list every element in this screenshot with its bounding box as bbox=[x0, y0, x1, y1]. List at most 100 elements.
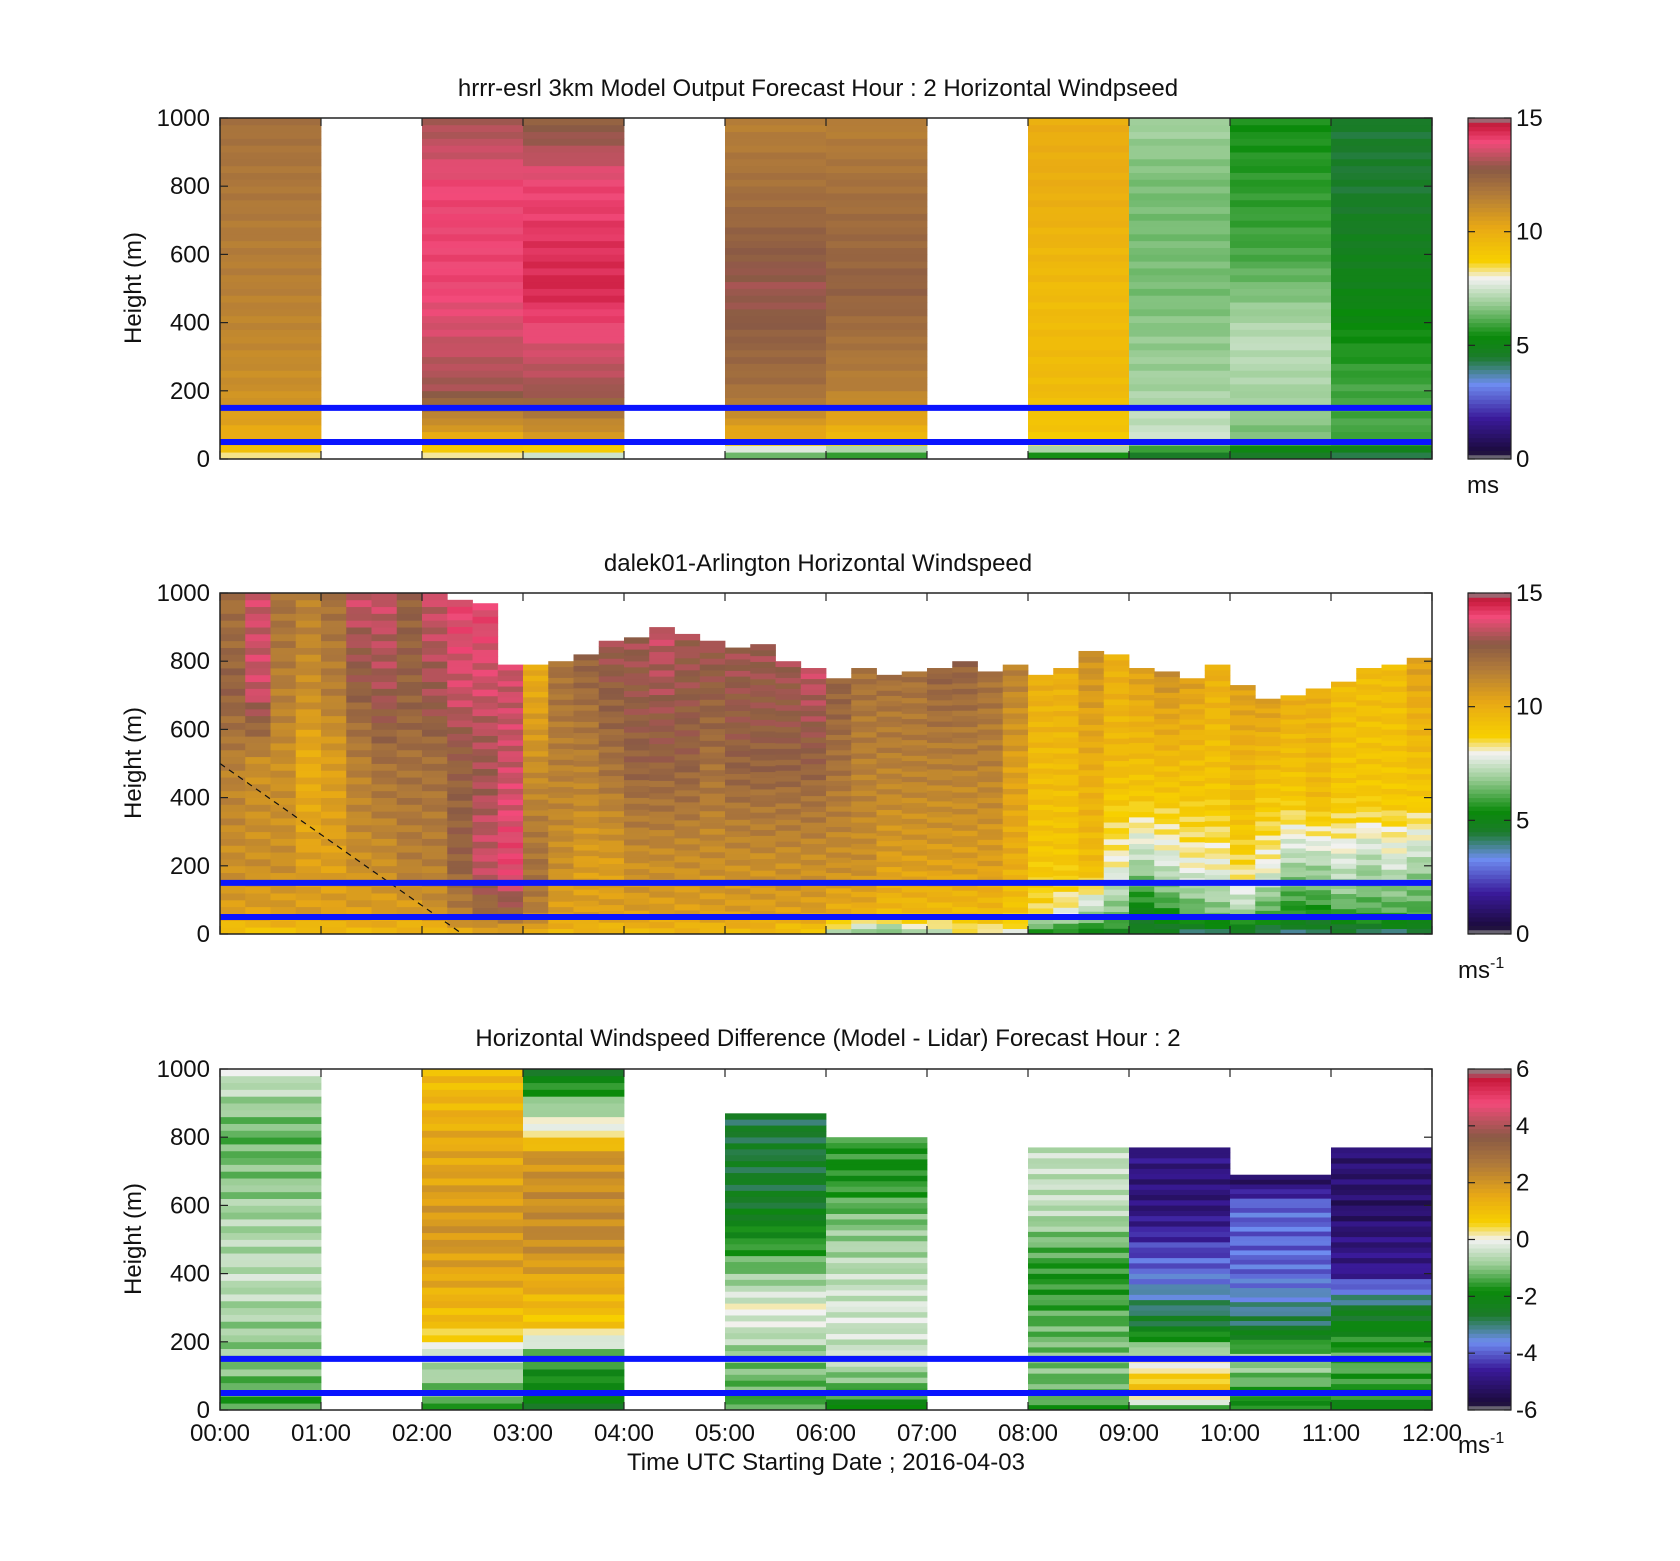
heatmap-cell bbox=[1204, 815, 1231, 822]
heatmap-cell bbox=[523, 734, 549, 741]
heatmap-cell bbox=[321, 804, 347, 812]
heatmap-cell bbox=[422, 627, 448, 635]
heatmap-cell bbox=[977, 729, 1004, 735]
colorbar-segment bbox=[1468, 627, 1511, 632]
heatmap-cell bbox=[573, 710, 600, 717]
colorbar-segment bbox=[1468, 1226, 1511, 1232]
heatmap-cell bbox=[321, 770, 347, 778]
heatmap-cell bbox=[245, 845, 271, 853]
heatmap-cell bbox=[1053, 859, 1079, 866]
heatmap-cell bbox=[1230, 1377, 1332, 1383]
heatmap-cell bbox=[1129, 1336, 1231, 1343]
heatmap-cell bbox=[472, 616, 499, 624]
heatmap-cell bbox=[523, 707, 549, 714]
heatmap-cell bbox=[396, 688, 423, 696]
heatmap-cell bbox=[851, 678, 877, 685]
heatmap-cell bbox=[1028, 397, 1130, 405]
heatmap-cell bbox=[1356, 864, 1382, 871]
heatmap-cell bbox=[1331, 898, 1357, 905]
heatmap-cell bbox=[1381, 831, 1408, 838]
heatmap-cell bbox=[245, 606, 271, 614]
heatmap-cell bbox=[523, 411, 625, 419]
heatmap-cell bbox=[725, 1303, 827, 1310]
heatmap-cell bbox=[927, 928, 953, 935]
heatmap-cell bbox=[1002, 729, 1029, 736]
heatmap-cell bbox=[220, 1157, 322, 1165]
heatmap-cell bbox=[1002, 923, 1029, 930]
heatmap-cell bbox=[851, 832, 877, 839]
colorbar-segment bbox=[1468, 763, 1511, 769]
heatmap-cell bbox=[725, 1243, 827, 1251]
heatmap-cell bbox=[725, 1344, 827, 1352]
heatmap-cell bbox=[1331, 1231, 1433, 1238]
colorbar-segment bbox=[1468, 686, 1511, 692]
heatmap-cell bbox=[1053, 774, 1079, 781]
heatmap-cell bbox=[371, 845, 398, 853]
heatmap-cell bbox=[1230, 1198, 1332, 1204]
heatmap-cell bbox=[952, 699, 978, 706]
heatmap-cell bbox=[321, 620, 347, 628]
column-0915 bbox=[1154, 671, 1180, 935]
heatmap-cell bbox=[220, 620, 246, 628]
heatmap-cell bbox=[497, 853, 524, 859]
heatmap-cell bbox=[523, 1328, 625, 1336]
colorbar-segment bbox=[1468, 712, 1511, 718]
heatmap-cell bbox=[523, 858, 549, 865]
heatmap-cell bbox=[1078, 928, 1105, 935]
heatmap-cell bbox=[826, 852, 852, 858]
column-0245 bbox=[497, 664, 524, 935]
heatmap-cell bbox=[1129, 731, 1155, 738]
heatmap-cell bbox=[826, 1180, 928, 1187]
heatmap-cell bbox=[1154, 870, 1180, 877]
heatmap-cell bbox=[1002, 745, 1029, 752]
heatmap-cell bbox=[1331, 1383, 1433, 1390]
heatmap-cell bbox=[775, 775, 802, 782]
heatmap-cell bbox=[1230, 411, 1332, 419]
heatmap-cell bbox=[1129, 1373, 1231, 1379]
heatmap-cell bbox=[1028, 418, 1130, 426]
heatmap-cell bbox=[1103, 704, 1130, 711]
heatmap-cell bbox=[826, 1175, 928, 1182]
heatmap-cell bbox=[1078, 781, 1105, 788]
heatmap-cell bbox=[674, 663, 701, 671]
heatmap-cell bbox=[371, 688, 398, 696]
heatmap-cell bbox=[1331, 686, 1357, 693]
heatmap-cell bbox=[422, 213, 524, 221]
heatmap-cell bbox=[1028, 1273, 1130, 1280]
heatmap-cell bbox=[523, 1307, 625, 1315]
heatmap-cell bbox=[472, 788, 499, 796]
heatmap-cell bbox=[220, 329, 322, 337]
colorbar-segment bbox=[1468, 925, 1511, 931]
y-tick-label: 200 bbox=[170, 1329, 210, 1356]
heatmap-cell bbox=[725, 1196, 827, 1203]
heatmap-cell bbox=[1230, 288, 1332, 296]
heatmap-cell bbox=[725, 744, 751, 752]
heatmap-cell bbox=[1053, 678, 1079, 685]
heatmap-cell bbox=[220, 315, 322, 323]
heatmap-cell bbox=[1356, 790, 1382, 797]
heatmap-cell bbox=[851, 668, 877, 674]
heatmap-cell bbox=[422, 452, 524, 460]
heatmap-cell bbox=[346, 729, 372, 737]
heatmap-cell bbox=[876, 830, 903, 836]
heatmap-cell bbox=[472, 762, 499, 770]
heatmap-cell bbox=[573, 850, 600, 857]
heatmap-cell bbox=[422, 322, 524, 330]
heatmap-cell bbox=[1356, 891, 1382, 898]
heatmap-cell bbox=[1103, 682, 1130, 689]
heatmap-cell bbox=[927, 816, 953, 823]
heatmap-cell bbox=[598, 793, 625, 800]
heatmap-cell bbox=[1028, 220, 1130, 228]
heatmap-cell bbox=[1129, 1383, 1231, 1390]
heatmap-cell bbox=[295, 858, 322, 867]
heatmap-cell bbox=[1103, 755, 1130, 762]
colorbar-segment bbox=[1468, 865, 1511, 871]
heatmap-cell bbox=[699, 887, 726, 894]
heatmap-cell bbox=[523, 1253, 625, 1261]
heatmap-cell bbox=[422, 315, 524, 323]
heatmap-cell bbox=[1129, 343, 1231, 351]
heatmap-cell bbox=[1230, 719, 1256, 726]
heatmap-cell bbox=[1179, 872, 1206, 879]
heatmap-cell bbox=[422, 233, 524, 242]
heatmap-cell bbox=[422, 1212, 524, 1220]
